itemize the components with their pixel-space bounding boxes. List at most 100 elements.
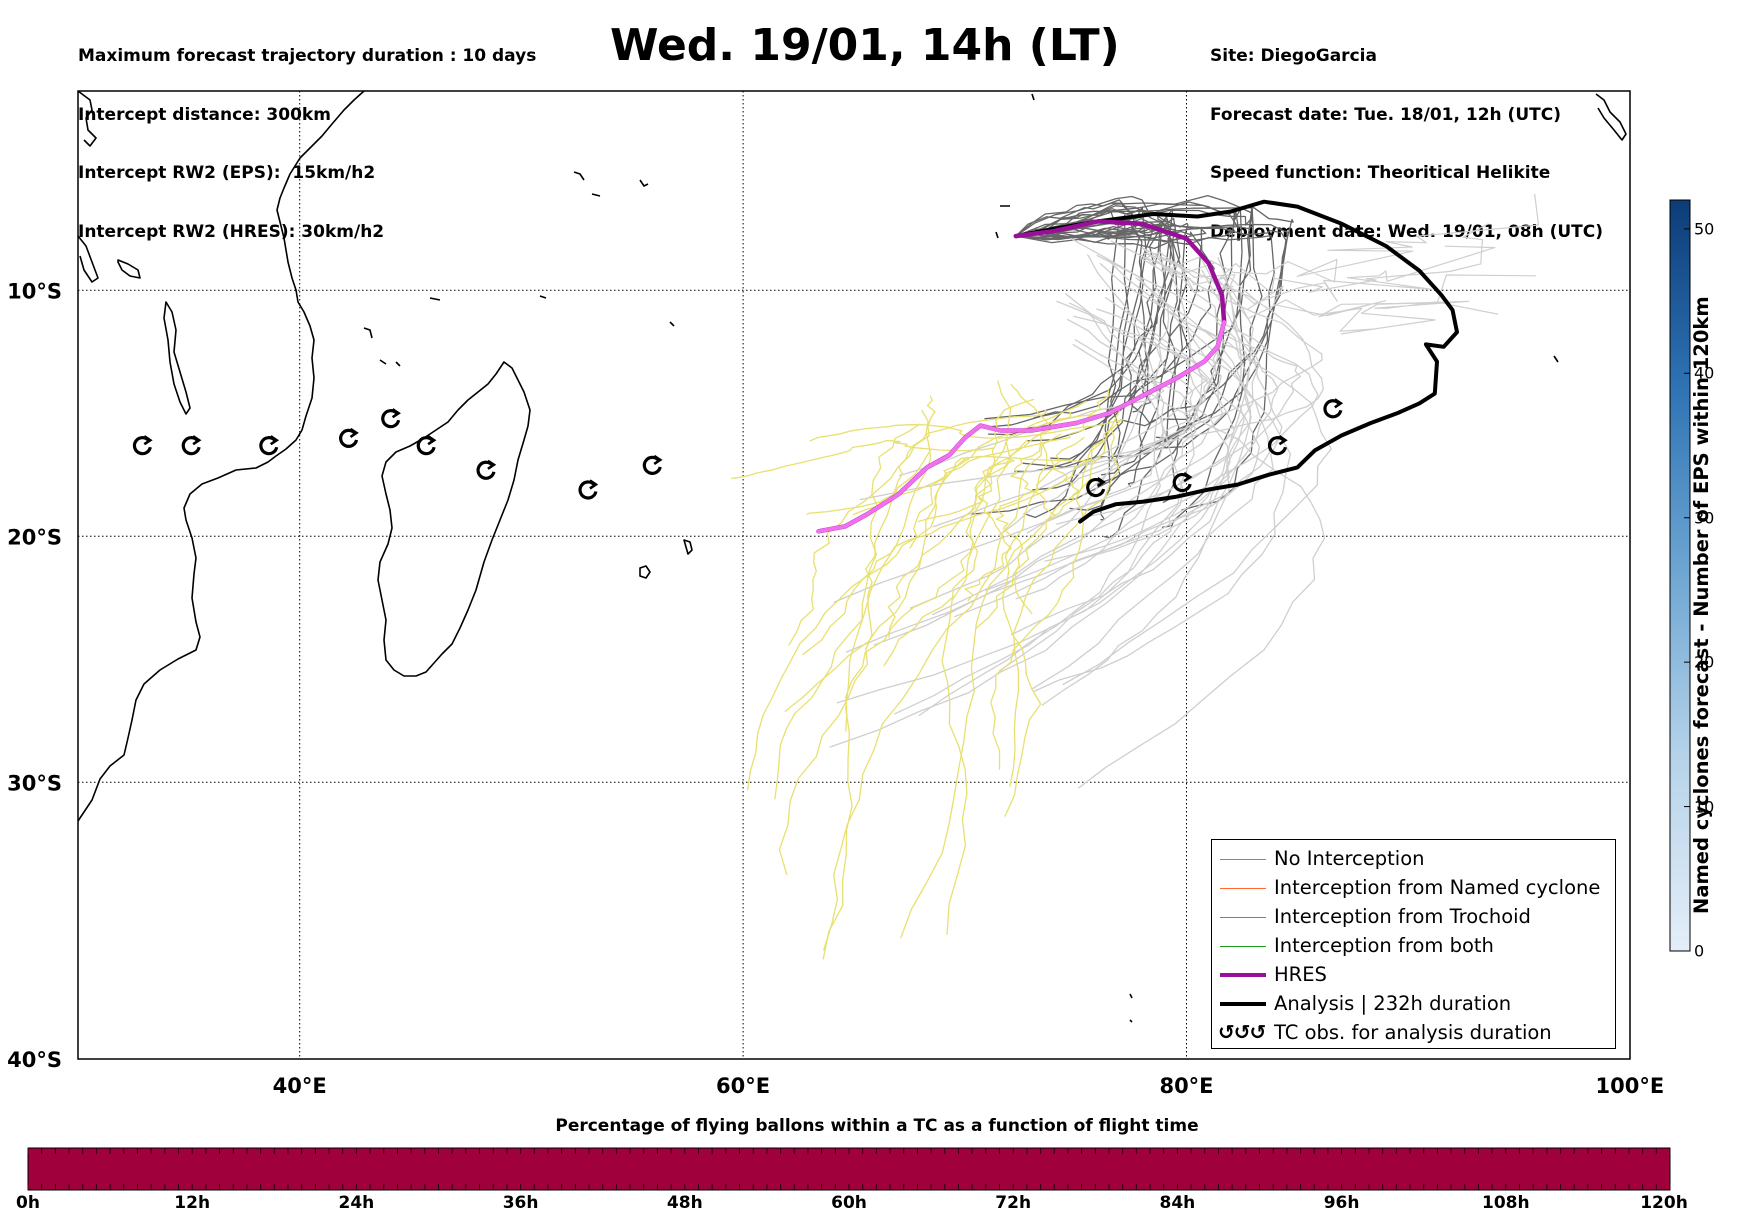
cyclone-icon bbox=[381, 408, 401, 429]
map-frame bbox=[77, 90, 1631, 1060]
deterministic-trajectories bbox=[816, 199, 1459, 534]
eps-track-no-interception bbox=[836, 339, 1231, 704]
coastlines bbox=[78, 91, 1627, 1023]
site-parameters: Site: DiegoGarcia Forecast date: Tue. 18… bbox=[1210, 8, 1603, 262]
latitude-label: 30°S bbox=[7, 771, 62, 795]
colorbar-tick-label: 30 bbox=[1694, 508, 1715, 528]
eps-track-no-interception bbox=[774, 423, 921, 800]
cyclone-icon bbox=[578, 479, 599, 500]
legend-swatch bbox=[1220, 973, 1266, 977]
colorbar-title: Named cyclones forecast - Number of EPS … bbox=[1690, 296, 1713, 914]
reunion bbox=[639, 565, 651, 579]
eps-track-no-interception bbox=[984, 194, 1254, 420]
eps-track-no-interception bbox=[1015, 223, 1291, 468]
eps-track-no-interception bbox=[852, 409, 1047, 516]
eps-track-no-interception bbox=[873, 257, 1224, 646]
hres-track-segment bbox=[816, 320, 1227, 534]
eps-track-no-interception bbox=[883, 411, 1072, 667]
flight-time-label: 96h bbox=[1323, 1193, 1360, 1213]
info-line: Intercept RW2 (HRES): 30km/h2 bbox=[78, 221, 385, 242]
info-line: Site: DiegoGarcia bbox=[1210, 46, 1377, 66]
flight-time-label: 0h bbox=[16, 1193, 40, 1213]
colorbar-tick-label: 40 bbox=[1694, 363, 1715, 383]
map-title: Wed. 19/01, 14h (LT) bbox=[610, 20, 1120, 71]
axis-labels: 40°E 60°E 80°E 100°E 10°S 20°S 30°S 40°S bbox=[7, 279, 1664, 1098]
eps-track-no-interception bbox=[822, 410, 932, 960]
cyclone-icon bbox=[1086, 477, 1106, 498]
analysis-track bbox=[1013, 199, 1459, 524]
info-line: Speed function: Theoritical Helikite bbox=[1210, 163, 1551, 183]
eps-track-no-interception bbox=[1073, 252, 1324, 469]
eps-track-no-interception bbox=[833, 272, 1252, 603]
legend-swatch bbox=[1220, 1002, 1266, 1006]
eps-track-no-interception bbox=[971, 229, 1233, 515]
eps-track-no-interception bbox=[802, 426, 1115, 655]
eps-track-no-interception bbox=[941, 380, 1012, 935]
legend-swatch bbox=[1220, 888, 1266, 889]
cyclone-icon bbox=[132, 435, 153, 456]
eps-track-no-interception bbox=[1010, 266, 1252, 636]
cocos-islands bbox=[1129, 355, 1559, 1023]
eps-track-no-interception bbox=[1141, 247, 1499, 335]
cyclone-icon bbox=[416, 435, 437, 456]
eps-track-no-interception bbox=[887, 398, 1035, 639]
flight-time-label: 84h bbox=[1159, 1193, 1196, 1213]
legend-item-tc-obs: ↺↺↺ TC obs. for analysis duration bbox=[1212, 1019, 1615, 1048]
cyclone-icon bbox=[259, 435, 280, 456]
eps-track-no-interception bbox=[1069, 315, 1235, 565]
longitude-label: 80°E bbox=[1159, 1074, 1213, 1098]
eps-track-no-interception bbox=[809, 419, 1124, 442]
latitude-label: 10°S bbox=[7, 279, 62, 303]
eps-track-no-interception bbox=[1010, 383, 1056, 516]
eps-track-no-interception bbox=[909, 285, 1170, 609]
flight-time-colorbar-title: Percentage of flying ballons within a TC… bbox=[555, 1116, 1199, 1136]
eps-track-no-interception bbox=[1141, 193, 1540, 283]
legend-swatch bbox=[1220, 859, 1266, 860]
legend-swatch bbox=[1220, 946, 1266, 947]
eps-track-no-interception bbox=[1026, 302, 1165, 534]
forecast-parameters: Maximum forecast trajectory duration : 1… bbox=[78, 8, 536, 262]
flight-time-ticks bbox=[27, 1148, 1671, 1190]
comoros bbox=[363, 327, 401, 367]
longitude-label: 60°E bbox=[716, 1074, 770, 1098]
eps-track-no-interception bbox=[1015, 208, 1181, 491]
eps-track-no-interception bbox=[1015, 225, 1263, 485]
eps-track-no-interception bbox=[1041, 293, 1245, 706]
longitude-label: 40°E bbox=[273, 1074, 327, 1098]
eps-track-no-interception bbox=[998, 293, 1185, 672]
eps-track-no-interception bbox=[730, 440, 994, 480]
cyclone-icon: ↺↺↺ bbox=[1218, 1020, 1266, 1044]
cyclone-icon bbox=[476, 459, 497, 480]
eps-count-colorbar bbox=[1669, 199, 1691, 952]
eps-track-no-interception bbox=[932, 277, 1252, 616]
eps-track-no-interception bbox=[1062, 262, 1332, 686]
mascarene-islets bbox=[429, 295, 675, 327]
legend-item-analysis: Analysis | 232h duration bbox=[1212, 990, 1615, 1019]
colorbar-tick-label: 50 bbox=[1694, 219, 1715, 239]
legend-item-both: Interception from both bbox=[1212, 932, 1615, 961]
eps-track-no-interception bbox=[1033, 346, 1292, 692]
eps-track-no-interception bbox=[898, 318, 1165, 477]
flight-time-label: 72h bbox=[995, 1193, 1032, 1213]
eps-track-no-interception bbox=[859, 308, 1204, 501]
colorbar-tick-label: 0 bbox=[1694, 941, 1705, 961]
legend: No Interception Interception from Named … bbox=[1211, 839, 1616, 1049]
maldives bbox=[995, 93, 1035, 239]
cyclone-icon bbox=[642, 454, 663, 475]
eps-track-no-interception bbox=[1031, 269, 1283, 690]
legend-item-hres: HRES bbox=[1212, 961, 1615, 990]
longitude-label: 100°E bbox=[1596, 1074, 1665, 1098]
legend-label: Analysis | 232h duration bbox=[1274, 992, 1512, 1015]
coast-fragment bbox=[78, 91, 97, 147]
eps-track-no-interception bbox=[997, 318, 1225, 537]
sumatra-fragment bbox=[1595, 93, 1627, 141]
flight-time-label: 108h bbox=[1482, 1193, 1530, 1213]
legend-item-no-interception: No Interception bbox=[1212, 845, 1615, 874]
eps-trajectories bbox=[730, 193, 1540, 960]
latitude-label: 20°S bbox=[7, 525, 62, 549]
colorbar-tick-label: 20 bbox=[1694, 652, 1715, 672]
legend-item-trochoid: Interception from Trochoid bbox=[1212, 903, 1615, 932]
eps-track-no-interception bbox=[845, 439, 1028, 732]
legend-label: Interception from Trochoid bbox=[1274, 905, 1531, 928]
